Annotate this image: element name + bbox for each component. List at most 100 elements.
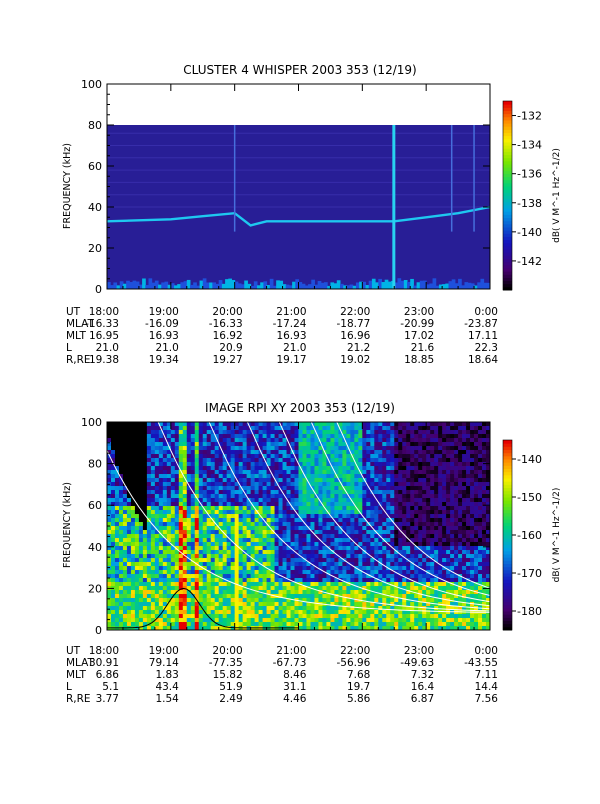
panel2-cell — [219, 482, 223, 486]
panel2-cell — [310, 442, 314, 446]
panel2-cell — [434, 426, 438, 430]
panel2-cell — [151, 614, 155, 618]
panel2-cell — [211, 490, 215, 494]
panel1-cb-swatch — [503, 224, 512, 228]
panel2-cell — [211, 486, 215, 490]
panel2-cell — [139, 426, 143, 430]
panel2-cell — [342, 518, 346, 522]
panel2-cell — [207, 498, 211, 502]
panel2-cell — [350, 578, 354, 582]
panel2-cell — [322, 594, 326, 598]
panel2-cell — [155, 598, 159, 602]
panel2-cell — [430, 534, 434, 538]
panel2-cell — [458, 618, 462, 622]
panel2-cell — [139, 618, 143, 622]
panel2-cell — [227, 510, 231, 514]
panel2-cell — [139, 602, 143, 606]
panel2-cell — [207, 558, 211, 562]
panel2-cell — [342, 522, 346, 526]
panel2-cell — [390, 506, 394, 510]
panel2-cell — [326, 622, 330, 626]
panel2-cell — [342, 550, 346, 554]
panel1-lowband — [484, 283, 488, 289]
panel2-cell — [131, 474, 135, 478]
panel2-cell — [370, 530, 374, 534]
panel2-cell — [191, 498, 195, 502]
panel2-cell — [318, 598, 322, 602]
panel2-cell — [291, 430, 295, 434]
panel2-cell — [426, 622, 430, 626]
panel2-cell — [322, 534, 326, 538]
panel2-cell — [207, 518, 211, 522]
panel2-cell — [314, 606, 318, 610]
panel2-cell — [358, 522, 362, 526]
panel2-cell — [227, 594, 231, 598]
panel2-cell — [119, 442, 123, 446]
panel2-cell — [247, 594, 251, 598]
panel2-cell — [394, 622, 398, 626]
panel2-cell — [191, 430, 195, 434]
panel2-cell — [179, 590, 183, 594]
panel2-cell — [219, 518, 223, 522]
panel2-cell — [279, 522, 283, 526]
panel2-cell — [267, 606, 271, 610]
panel2-cell — [386, 486, 390, 490]
panel2-cell — [143, 570, 147, 574]
panel2-cell — [402, 458, 406, 462]
panel2-cell — [354, 558, 358, 562]
panel2-cell — [199, 594, 203, 598]
panel2-cell — [131, 546, 135, 550]
panel2-cell — [203, 498, 207, 502]
panel1-lowband — [445, 284, 449, 289]
panel2-cell — [458, 530, 462, 534]
panel2-cell — [227, 430, 231, 434]
panel2-cell — [255, 606, 259, 610]
panel2-cell — [143, 474, 147, 478]
panel1-lowband — [203, 278, 207, 289]
panel2-cell — [382, 450, 386, 454]
panel2-cell — [314, 478, 318, 482]
panel2-cell — [454, 478, 458, 482]
panel2-cell — [295, 614, 299, 618]
panel2-cell — [271, 462, 275, 466]
panel2-cell — [346, 586, 350, 590]
panel2-cell — [299, 442, 303, 446]
panel2-cell — [418, 578, 422, 582]
panel2-cell — [247, 574, 251, 578]
panel2-cell — [123, 494, 127, 498]
panel2-cell — [239, 506, 243, 510]
panel2-cell — [458, 554, 462, 558]
panel2-cell — [302, 454, 306, 458]
panel2-cell — [155, 534, 159, 538]
panel2-cell — [203, 594, 207, 598]
panel2-cell — [247, 434, 251, 438]
panel2-cell — [187, 598, 191, 602]
panel2-cell — [151, 546, 155, 550]
panel2-cell — [458, 438, 462, 442]
panel2-cell — [350, 590, 354, 594]
panel2-cell — [247, 510, 251, 514]
panel2-cell — [179, 506, 183, 510]
panel2-cell — [151, 422, 155, 426]
panel2-cell — [458, 490, 462, 494]
panel2-cell — [422, 478, 426, 482]
panel2-cell — [422, 482, 426, 486]
panel2-cell — [171, 558, 175, 562]
panel2-cell — [306, 594, 310, 598]
panel2-cell — [394, 574, 398, 578]
panel2-cell — [354, 554, 358, 558]
panel2-cell — [207, 606, 211, 610]
panel2-cell — [390, 458, 394, 462]
panel2-cell — [183, 490, 187, 494]
panel2-cell — [326, 606, 330, 610]
panel2-cell — [267, 514, 271, 518]
panel2-cell — [386, 426, 390, 430]
panel2-cell — [406, 450, 410, 454]
panel2-cell — [251, 606, 255, 610]
panel2-cell — [239, 602, 243, 606]
panel2-cell — [283, 622, 287, 626]
panel2-cell — [259, 602, 263, 606]
panel2-cell — [155, 522, 159, 526]
panel2-cell — [310, 502, 314, 506]
panel2-cell — [239, 610, 243, 614]
